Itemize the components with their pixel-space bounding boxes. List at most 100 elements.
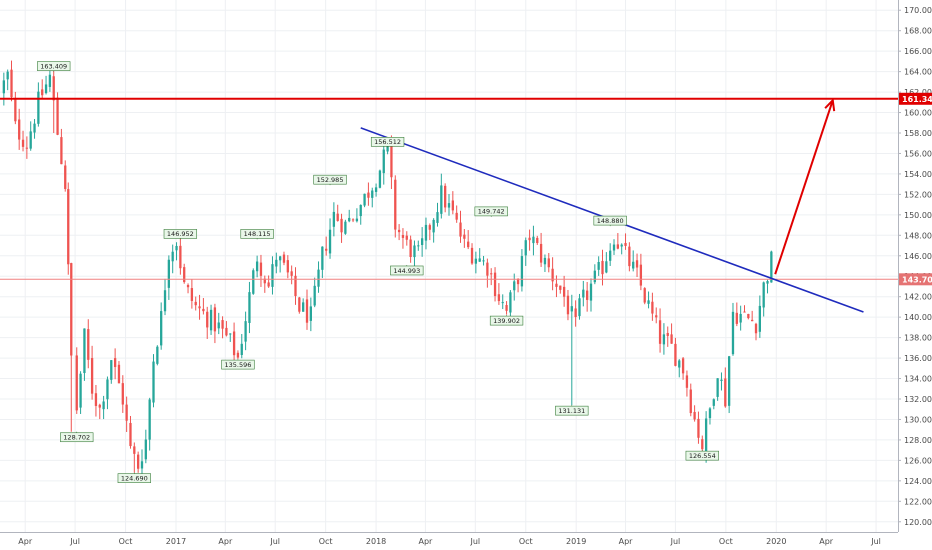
candle-body	[332, 211, 336, 227]
candle-body	[444, 185, 447, 208]
candle-body	[209, 309, 213, 331]
candle-body	[693, 411, 696, 420]
candle-body	[305, 299, 309, 323]
y-tick-label: 126.000	[904, 456, 932, 465]
candle-body	[133, 446, 136, 454]
candle-body	[25, 147, 29, 149]
candle-body	[110, 360, 113, 380]
candle-body	[451, 200, 454, 211]
high-low-labels: 163.409 128.702 124.690 146.952 135.596 148.1…	[37, 61, 719, 483]
candle-body	[536, 237, 539, 244]
candle-body	[351, 219, 355, 221]
candle-body	[98, 404, 101, 408]
candle-body	[516, 279, 520, 285]
high-low-label: 135.596	[224, 361, 251, 369]
candle-body	[624, 242, 627, 246]
candle-body	[513, 281, 516, 291]
candle-body	[751, 319, 754, 322]
candle-body	[317, 269, 320, 287]
candle-body	[727, 356, 731, 406]
candle-body	[501, 302, 504, 304]
high-low-label-box	[60, 432, 94, 443]
candle-body	[612, 244, 616, 251]
candle-body	[720, 379, 723, 381]
candle-body	[21, 139, 25, 147]
candle-body	[240, 343, 243, 355]
x-tick-label: Jul	[69, 537, 80, 546]
candle-body	[539, 243, 543, 263]
projection-arrow-head	[824, 98, 836, 112]
candle-body	[651, 301, 654, 314]
candle-body	[620, 244, 623, 247]
candle-body	[731, 311, 735, 355]
candle-body	[83, 328, 86, 374]
candle-body	[566, 295, 570, 315]
candle-body	[754, 323, 758, 334]
time-axis[interactable]: Apr Jul Oct 2017 Apr Jul Oct 2018 Apr Jul Oct 2019 A…	[0, 532, 898, 547]
candle-body	[670, 334, 673, 344]
candle-body	[183, 267, 186, 283]
candle-body	[643, 288, 646, 303]
candle-body	[148, 399, 151, 440]
y-tick-label: 160.000	[904, 109, 932, 118]
x-tick-label: Apr	[419, 537, 434, 546]
candle-body	[420, 238, 424, 245]
candle-body	[685, 375, 689, 388]
candle-body	[447, 203, 451, 208]
x-tick-label: Apr	[619, 537, 634, 546]
candle-body	[401, 235, 405, 238]
candle-body	[601, 260, 604, 275]
candle-body	[704, 418, 708, 452]
candle-body	[313, 285, 316, 306]
candle-body	[555, 283, 558, 287]
y-tick-label: 154.000	[904, 170, 932, 179]
candle-body	[505, 305, 508, 311]
chart-overlays	[0, 97, 898, 313]
candle-body	[597, 261, 600, 270]
candle-body	[175, 245, 178, 251]
candle-body	[106, 379, 109, 400]
candle-body	[363, 193, 366, 206]
candle-body	[382, 149, 385, 174]
candle-body	[229, 333, 232, 335]
candle-body	[236, 352, 240, 358]
y-tick-label: 162.000	[904, 88, 932, 97]
y-tick-label: 158.000	[904, 129, 932, 138]
high-low-label-box	[370, 137, 405, 147]
candle-body	[708, 408, 712, 419]
candle-body	[632, 261, 635, 269]
candle-body	[336, 213, 339, 221]
candle-body	[298, 297, 301, 312]
x-tick-label: Jul	[670, 537, 681, 546]
candle-body	[271, 264, 274, 287]
high-low-label: 131.131	[558, 407, 585, 415]
candle-body	[64, 165, 67, 189]
candle-body	[647, 300, 650, 304]
high-low-label-box	[474, 206, 508, 217]
candle-body	[470, 247, 474, 264]
high-low-label: 163.409	[40, 62, 67, 70]
x-tick-label: Oct	[119, 537, 133, 546]
x-tick-label: 2017	[166, 537, 186, 546]
candle-body	[217, 322, 220, 329]
high-low-label-box	[313, 174, 347, 185]
candle-body	[390, 139, 393, 178]
candle-body	[497, 294, 501, 302]
high-low-label: 152.985	[317, 176, 344, 184]
candle-body	[359, 204, 362, 217]
candle-body	[286, 260, 289, 273]
candle-body	[221, 320, 224, 329]
y-tick-label: 170.000	[904, 6, 932, 15]
candle-body	[371, 190, 374, 198]
candle-body	[532, 236, 535, 244]
candle-body	[397, 229, 401, 233]
high-low-label-box	[221, 359, 255, 370]
candle-body	[275, 259, 278, 267]
high-low-label-box	[685, 450, 719, 461]
candle-body	[520, 256, 524, 287]
high-low-label: 124.690	[121, 474, 148, 482]
candle-body	[405, 235, 408, 240]
candle-body	[374, 187, 378, 192]
candle-body	[340, 218, 343, 233]
